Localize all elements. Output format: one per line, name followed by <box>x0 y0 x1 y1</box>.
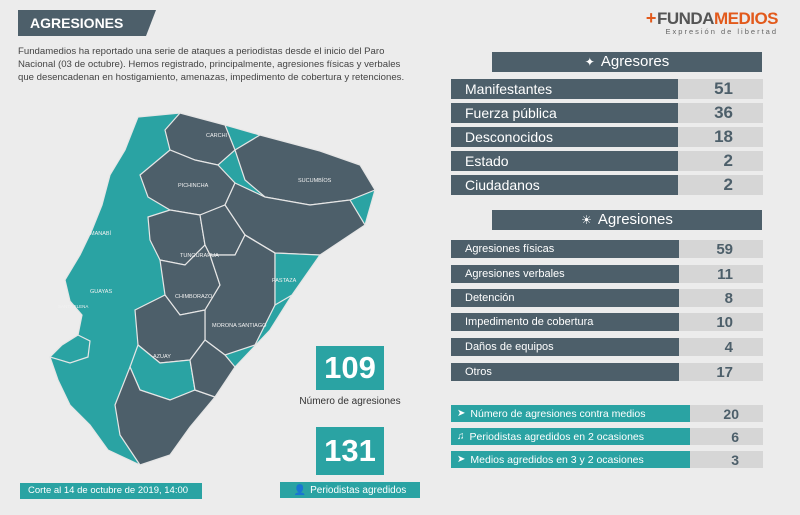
satellite-icon: ➤ <box>457 408 466 419</box>
periodistas-count: 131 <box>316 427 384 475</box>
agresor-value: 36 <box>678 103 763 123</box>
person-icon: 👤 <box>293 484 307 496</box>
summary-label: ➤ Número de agresiones contra medios <box>451 405 690 422</box>
summary-value: 3 <box>690 451 763 468</box>
agresion-row: Daños de equipos 4 <box>451 338 763 356</box>
agresion-label: Daños de equipos <box>451 338 679 356</box>
map-label-morona-santiago: MORONA SANTIAGO <box>212 323 267 329</box>
map-label-pastaza: PASTAZA <box>272 278 297 284</box>
agresor-row: Fuerza pública 36 <box>451 103 763 123</box>
agresion-row: Impedimento de cobertura 10 <box>451 313 763 331</box>
agresor-label: Fuerza pública <box>451 103 678 123</box>
agresor-row: Estado 2 <box>451 151 763 171</box>
agresion-value: 8 <box>679 289 763 307</box>
agresor-value: 2 <box>678 175 763 195</box>
map-label-tungurahua: TUNGURAHUA <box>180 253 219 259</box>
fundamedios-logo: +FUNDAMEDIOS Expresión de libertad <box>628 8 779 36</box>
agresion-value: 17 <box>679 363 763 381</box>
periodistas-caption-text: Periodistas agredidos <box>310 484 407 496</box>
agresion-label: Detención <box>451 289 679 307</box>
summary-row: ➤ Medios agredidos en 3 y 2 ocasiones 3 <box>451 451 763 468</box>
agresion-label: Impedimento de cobertura <box>451 313 679 331</box>
agresiones-caption: Número de agresiones <box>299 396 401 407</box>
periodistas-caption: 👤 Periodistas agredidos <box>280 482 420 498</box>
map-region-morona <box>204 234 276 356</box>
agresor-value: 18 <box>678 127 763 147</box>
agresor-label: Manifestantes <box>451 79 678 99</box>
map-label-guayas: GUAYAS <box>90 289 112 295</box>
ecuador-map: CARCHI SUCUMBÍOS PICHINCHA MANABÍ TUNGUR… <box>48 112 376 466</box>
map-region-santa-elena <box>48 334 91 364</box>
map-label-azuay: AZUAY <box>153 354 171 360</box>
map-label-chimborazo: CHIMBORAZO <box>175 294 213 300</box>
agresor-row: Ciudadanos 2 <box>451 175 763 195</box>
summary-label-text: Periodistas agredidos en 2 ocasiones <box>469 430 645 443</box>
map-label-carchi: CARCHI <box>206 133 228 139</box>
logo-plus: + <box>645 8 657 28</box>
summary-label: ♫ Periodistas agredidos en 2 ocasiones <box>451 428 690 445</box>
agresion-label: Agresiones físicas <box>451 240 679 258</box>
people-icon: ✦ <box>584 55 595 69</box>
agresion-value: 11 <box>679 265 763 283</box>
map-label-sucumbios: SUCUMBÍOS <box>298 177 332 184</box>
summary-value: 6 <box>690 428 763 445</box>
agresiones-title: Agresiones <box>597 211 673 228</box>
logo-tagline: Expresión de libertad <box>665 27 778 36</box>
agresion-value: 10 <box>679 313 763 331</box>
map-region-zamora <box>189 339 236 398</box>
agresores-header: ✦ Agresores <box>492 52 762 72</box>
agresion-row: Agresiones verbales 11 <box>451 265 763 283</box>
cutoff-date: Corte al 14 de octubre de 2019, 14:00 <box>20 483 202 499</box>
summary-label-text: Número de agresiones contra medios <box>470 407 646 420</box>
satellite-icon: ➤ <box>457 454 466 465</box>
agresion-row: Agresiones físicas 59 <box>451 240 763 258</box>
agresores-title: Agresores <box>600 53 670 70</box>
agresor-row: Manifestantes 51 <box>451 79 763 99</box>
agresor-label: Estado <box>451 151 678 171</box>
agresion-label: Agresiones verbales <box>451 265 679 283</box>
logo-funda: FUNDA <box>656 9 715 28</box>
map-region-sucumbios <box>234 134 376 206</box>
agresor-row: Desconocidos 18 <box>451 127 763 147</box>
agresion-value: 59 <box>679 240 763 258</box>
map-region-pastaza <box>244 234 322 307</box>
agresion-row: Detención 8 <box>451 289 763 307</box>
map-region-south <box>114 365 217 466</box>
summary-value: 20 <box>690 405 763 422</box>
map-label-pichincha: PICHINCHA <box>178 183 209 189</box>
agresor-value: 51 <box>678 79 763 99</box>
page-title: AGRESIONES <box>18 10 156 36</box>
lightbulb-icon: ☀ <box>581 213 592 227</box>
agresor-label: Ciudadanos <box>451 175 678 195</box>
agresor-label: Desconocidos <box>451 127 678 147</box>
agresion-row: Otros 17 <box>451 363 763 381</box>
map-label-manabi: MANABÍ <box>90 230 112 237</box>
agresion-label: Otros <box>451 363 679 381</box>
map-label-santa-elena: SANTA ELENA <box>58 304 88 309</box>
logo-medios: MEDIOS <box>713 9 779 28</box>
agresiones-count: 109 <box>316 346 384 390</box>
agresor-value: 2 <box>678 151 763 171</box>
intro-text: Fundamedios ha reportado una serie de at… <box>18 46 405 83</box>
summary-label: ➤ Medios agredidos en 3 y 2 ocasiones <box>451 451 690 468</box>
microphone-icon: ♫ <box>457 431 465 442</box>
agresion-value: 4 <box>679 338 763 356</box>
summary-row: ➤ Número de agresiones contra medios 20 <box>451 405 763 422</box>
summary-row: ♫ Periodistas agredidos en 2 ocasiones 6 <box>451 428 763 445</box>
summary-label-text: Medios agredidos en 3 y 2 ocasiones <box>470 453 644 466</box>
agresiones-header: ☀ Agresiones <box>492 210 762 230</box>
